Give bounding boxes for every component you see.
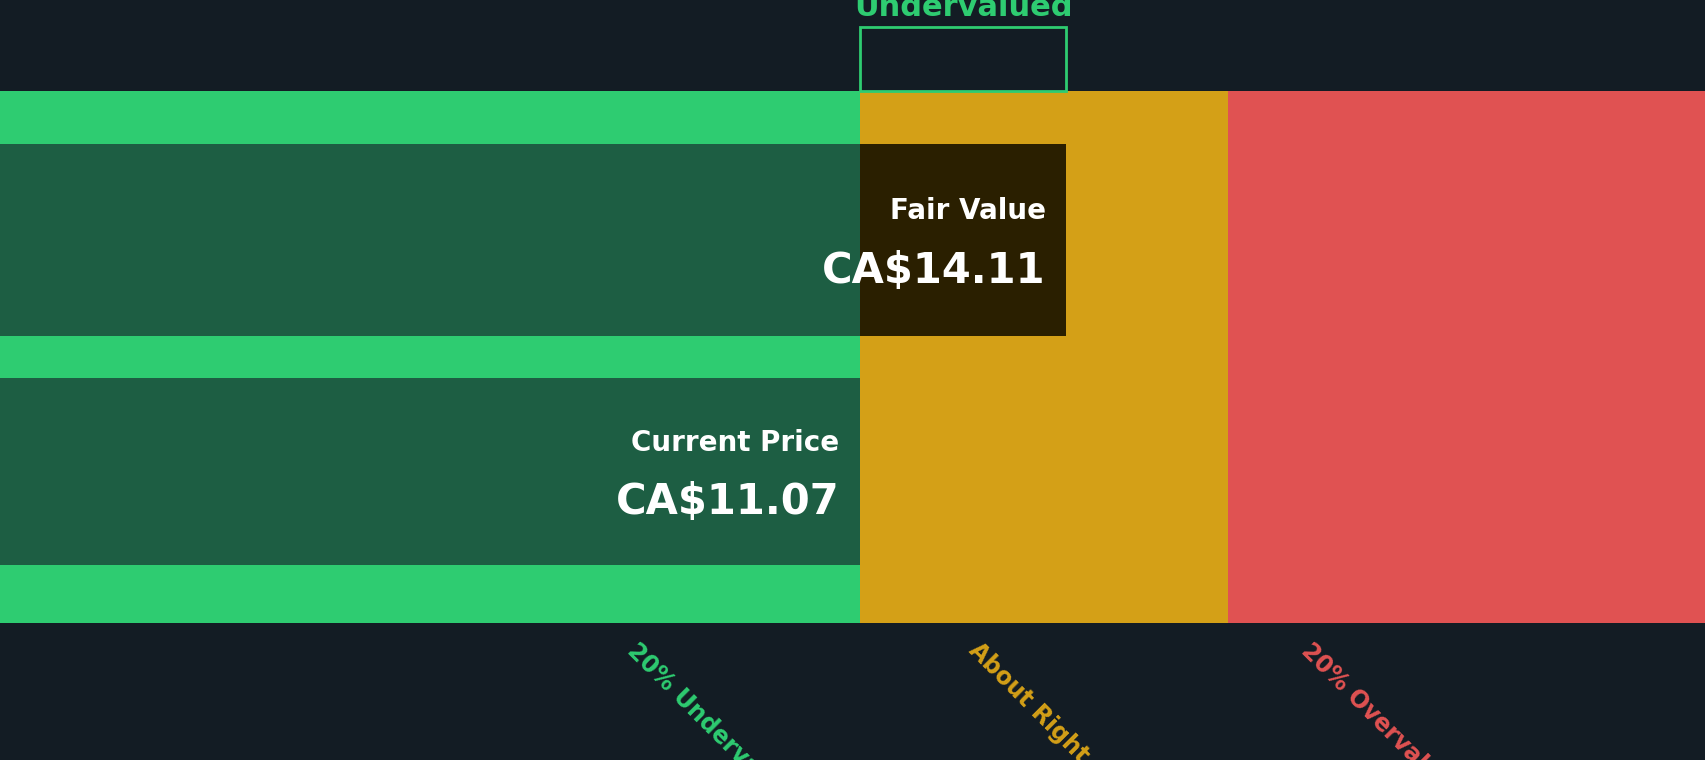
Bar xyxy=(859,378,1228,565)
Bar xyxy=(0,144,859,336)
Bar xyxy=(859,91,1228,144)
Bar xyxy=(859,565,1228,623)
Text: CA$11.07: CA$11.07 xyxy=(616,481,839,523)
Text: Current Price: Current Price xyxy=(631,429,839,457)
Text: 20% Undervalued: 20% Undervalued xyxy=(622,638,805,760)
Bar xyxy=(0,565,859,623)
Bar xyxy=(0,91,859,144)
Bar xyxy=(859,144,1066,336)
Bar xyxy=(1228,91,1705,144)
Bar xyxy=(859,144,1228,336)
Bar xyxy=(1228,144,1705,336)
Bar xyxy=(0,378,859,565)
Text: Fair Value: Fair Value xyxy=(890,198,1045,225)
Text: 20% Overvalued: 20% Overvalued xyxy=(1296,638,1466,760)
Bar xyxy=(1228,565,1705,623)
Bar xyxy=(0,336,859,378)
Text: CA$14.11: CA$14.11 xyxy=(822,249,1045,292)
Text: About Right: About Right xyxy=(963,638,1093,760)
Bar xyxy=(859,336,1228,378)
Bar xyxy=(1228,336,1705,378)
Text: Undervalued: Undervalued xyxy=(852,0,1072,22)
Bar xyxy=(859,27,1066,91)
Bar xyxy=(1228,378,1705,565)
